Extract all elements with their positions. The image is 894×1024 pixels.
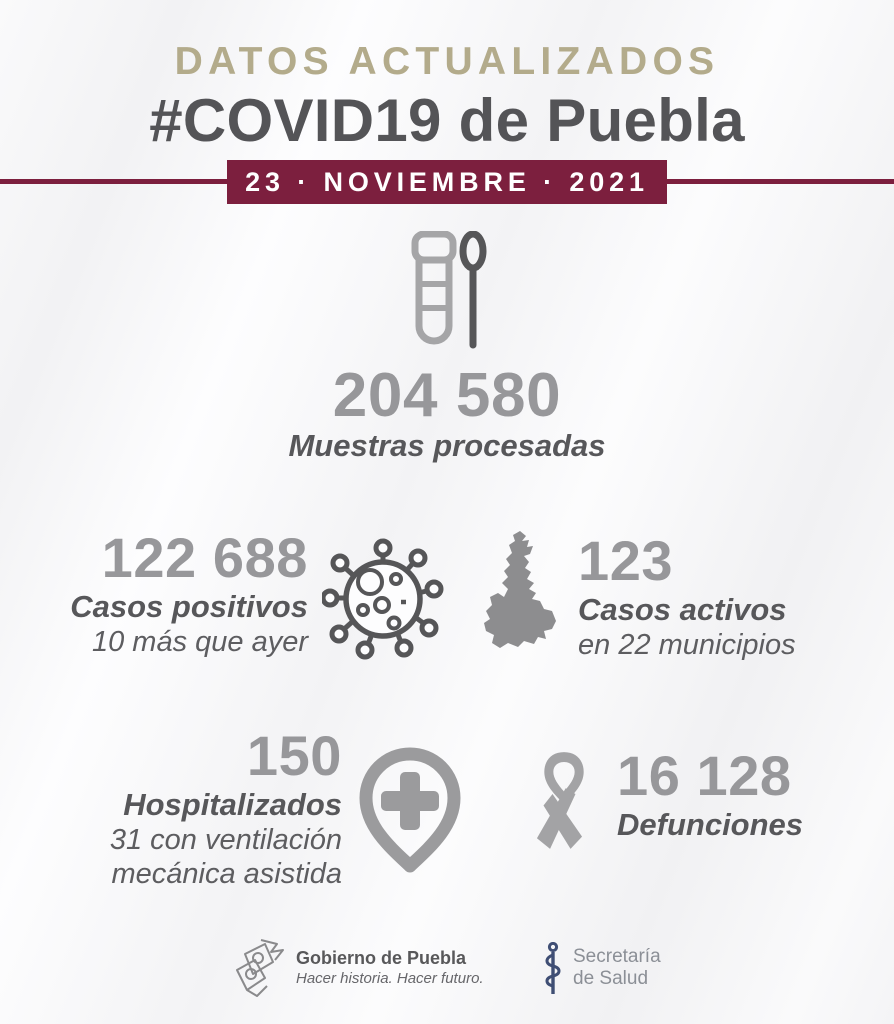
active-cases-value: 123 [578,529,674,592]
deaths-label: Defunciones [617,807,804,842]
asclepius-rod-icon [541,941,565,996]
active-cases-sublabel: en 22 municipios [578,628,796,661]
deaths-value: 16 128 [617,744,792,807]
salud-line2: de Salud [573,968,649,990]
positives-value: 122 688 [101,526,308,589]
samples-value: 204 580 [332,361,562,430]
puebla-map-icon [482,531,566,659]
hospitalized-block: 150 Hospitalizados 31 con ventilación me… [30,728,342,891]
date-banner: 23 · NOVIEMBRE · 2021 [227,160,667,204]
page-title: #COVID19 de Puebla [149,87,745,154]
hospitalized-value: 150 [246,724,342,787]
hospitalized-sublabel-line2: mecánica asistida [111,857,343,890]
active-cases-label: Casos activos [578,592,787,627]
hospitalized-label: Hospitalizados [123,787,342,822]
mourning-ribbon-icon [523,742,605,864]
positives-sublabel: 10 más que ayer [91,625,308,658]
gobierno-puebla-wordmark: Gobierno de Puebla Hacer historia. Hacer… [296,948,484,988]
positives-block: 122 688 Casos positivos 10 más que ayer [30,530,308,659]
hospitalized-sublabel-line1: 31 con ventilación [109,823,342,856]
gobierno-slogan: Hacer historia. Hacer futuro. [296,969,484,987]
medical-pin-icon [356,744,464,874]
test-tube-swab-icon [405,230,489,355]
secretaria-salud-wordmark: Secretaría de Salud [573,946,661,991]
gobierno-puebla-logo-icon [231,936,291,1000]
date-banner-label: 23 · NOVIEMBRE · 2021 [245,166,649,197]
positives-label: Casos positivos [70,589,308,624]
salud-line1: Secretaría [573,946,661,967]
samples-label: Muestras procesadas [288,428,606,463]
active-cases-block: 123 Casos activos en 22 municipios [578,533,868,662]
kicker-title: DATOS ACTUALIZADOS [174,40,720,83]
virus-icon [320,538,444,660]
deaths-block: 16 128 Defunciones [617,748,877,843]
gobierno-name: Gobierno de Puebla [296,948,467,968]
